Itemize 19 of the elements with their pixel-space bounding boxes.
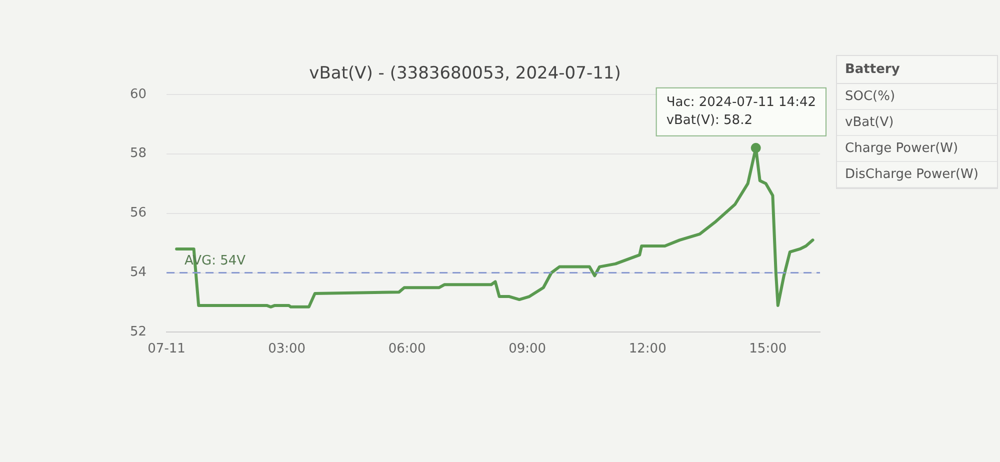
x-tick-label: 15:00 <box>749 341 787 356</box>
y-tick-label: 60 <box>130 86 147 102</box>
text: Battery <box>837 56 997 84</box>
x-tick-label: 09:00 <box>508 341 546 356</box>
annotation: vBat(V): 58.2 <box>666 112 752 128</box>
text: DisCharge Power(W) <box>837 162 997 188</box>
chart-title: vBat(V) - (3383680053, 2024-07-11) <box>309 64 621 84</box>
x-tick-label: 06:00 <box>388 341 426 356</box>
text: Charge Power(W) <box>837 136 997 162</box>
x-tick-label: 12:00 <box>628 341 666 356</box>
annotation: Час: 2024-07-11 14:42 <box>666 94 816 110</box>
y-tick-label: 58 <box>130 146 147 162</box>
x-tick-label: 03:00 <box>268 341 306 356</box>
y-tick-label: 56 <box>130 206 147 221</box>
y-tick-label: 54 <box>130 265 147 280</box>
text: vBat(V) <box>837 110 997 136</box>
x-tick-label: 07-11 <box>148 341 186 356</box>
text: SOC(%) <box>837 84 997 110</box>
y-tick-label: 52 <box>130 324 147 340</box>
